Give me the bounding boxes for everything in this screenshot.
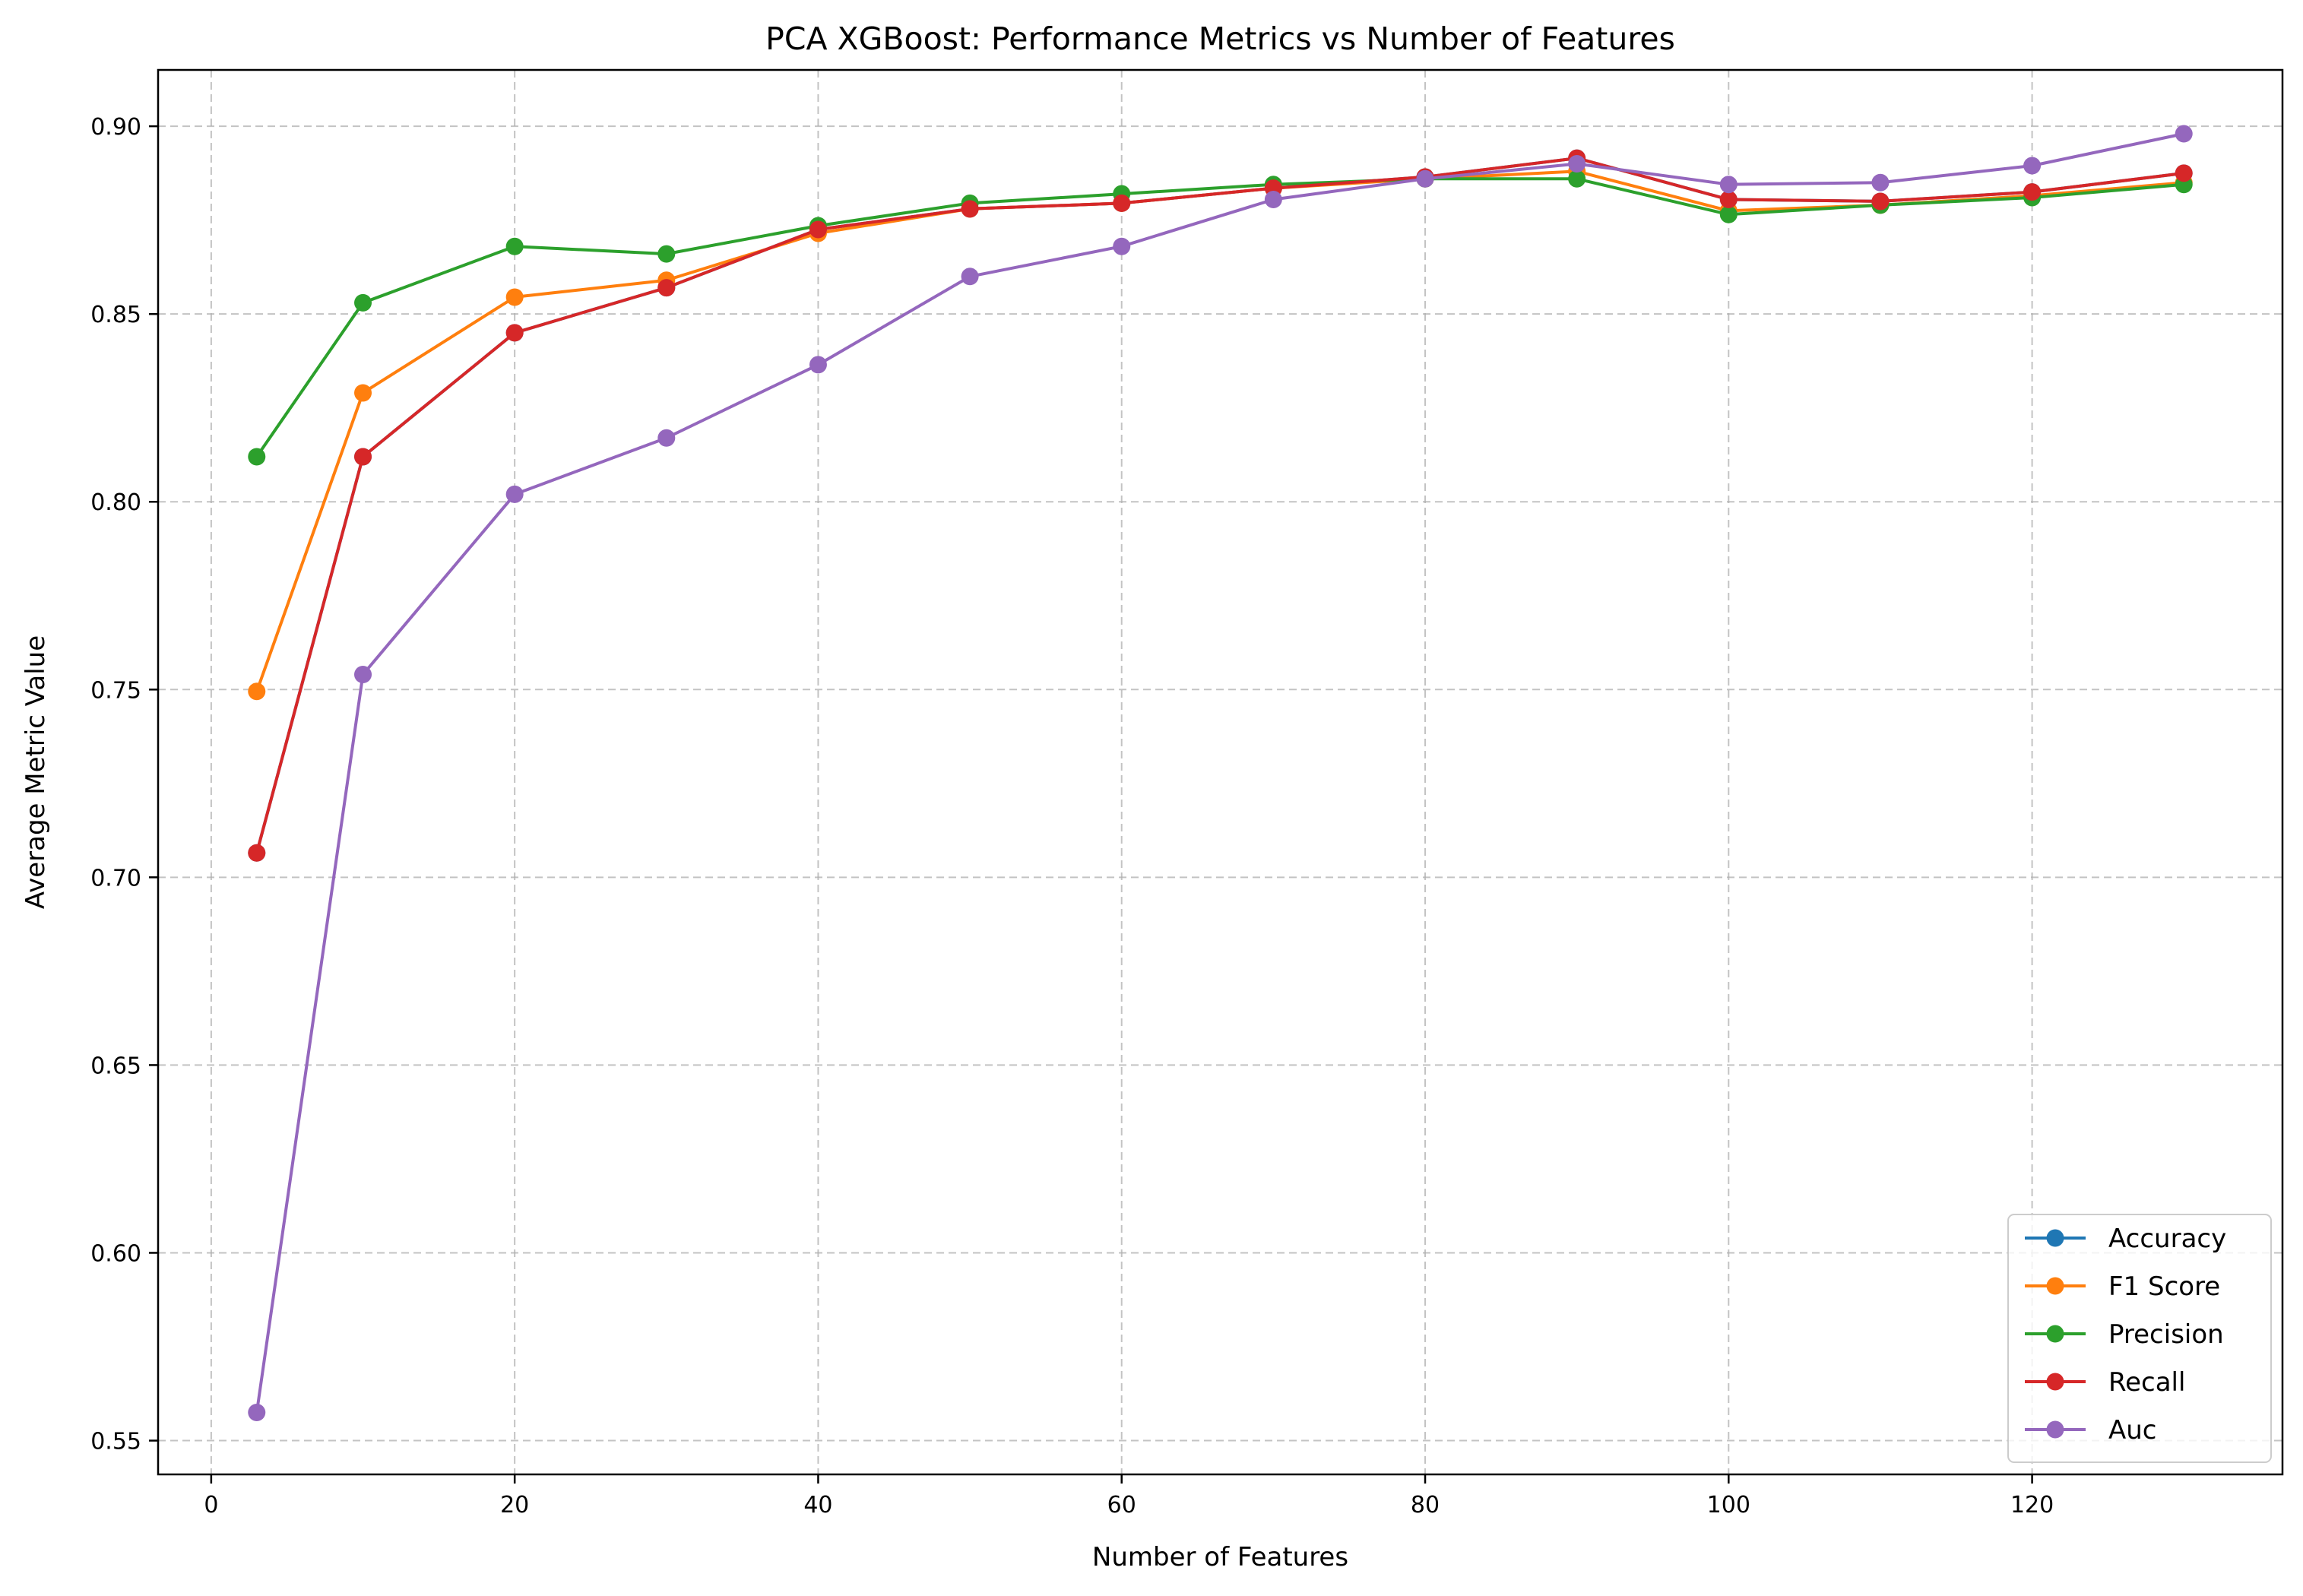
legend: Accuracy F1 Score Precision Recall Auc: [2007, 1214, 2272, 1463]
y-tick-label: 0.85: [90, 302, 141, 328]
data-point: [505, 288, 524, 306]
legend-entry: Accuracy: [2025, 1224, 2226, 1254]
y-axis-label: Average Metric Value: [21, 635, 51, 909]
data-point: [354, 666, 372, 684]
legend-marker: [2046, 1373, 2064, 1391]
data-point: [248, 448, 266, 466]
data-point: [248, 682, 266, 701]
data-point: [505, 485, 524, 503]
data-point: [1264, 190, 1282, 208]
series-line: [255, 132, 2186, 1414]
x-tick-label: 80: [1411, 1492, 1440, 1518]
legend-label: Precision: [2108, 1319, 2224, 1350]
data-point: [1719, 176, 1738, 194]
data-point: [1719, 205, 1738, 223]
x-tick-label: 40: [803, 1492, 832, 1518]
data-point: [1871, 173, 1890, 192]
data-point: [2175, 164, 2193, 182]
x-axis: 0 20 40 60 80 100 120: [204, 1474, 2054, 1518]
legend-label: Recall: [2108, 1367, 2185, 1398]
legend-label: Auc: [2108, 1415, 2157, 1446]
y-tick-label: 0.75: [90, 677, 141, 704]
series-layer: [248, 125, 2193, 1421]
legend-marker: [2046, 1277, 2064, 1295]
y-tick-label: 0.80: [90, 489, 141, 516]
x-tick-label: 20: [500, 1492, 529, 1518]
legend-entry: Precision: [2025, 1319, 2224, 1350]
x-axis-label: Number of Features: [1092, 1542, 1348, 1572]
data-point: [248, 1403, 266, 1421]
legend-marker: [2046, 1325, 2064, 1343]
legend-marker: [2046, 1229, 2064, 1247]
series-line: [255, 157, 2186, 855]
x-tick-label: 120: [2010, 1492, 2054, 1518]
data-point: [1871, 192, 1890, 211]
x-tick-label: 60: [1107, 1492, 1136, 1518]
plot-frame: [157, 68, 2284, 1476]
legend-label: Accuracy: [2108, 1224, 2226, 1254]
data-point: [354, 384, 372, 402]
data-point: [961, 200, 979, 218]
series-auc: [248, 125, 2193, 1421]
legend-entry: Auc: [2025, 1415, 2157, 1446]
y-tick-label: 0.70: [90, 865, 141, 891]
legend-box: [2007, 1214, 2272, 1463]
data-point: [1568, 155, 1586, 173]
data-point: [354, 448, 372, 466]
legend-entry: F1 Score: [2025, 1271, 2220, 1302]
data-point: [1416, 169, 1434, 188]
data-point: [248, 844, 266, 862]
data-point: [354, 293, 372, 312]
y-tick-label: 0.60: [90, 1240, 141, 1267]
data-point: [2023, 157, 2042, 175]
legend-marker: [2046, 1420, 2064, 1439]
legend-label: F1 Score: [2108, 1271, 2220, 1302]
data-point: [2023, 183, 2042, 201]
data-point: [1113, 194, 1131, 212]
y-tick-label: 0.65: [90, 1053, 141, 1079]
data-point: [1568, 169, 1586, 188]
data-point: [657, 279, 676, 297]
data-point: [809, 356, 827, 374]
data-point: [505, 324, 524, 342]
data-point: [657, 245, 676, 263]
x-tick-label: 0: [204, 1492, 218, 1518]
x-tick-label: 100: [1707, 1492, 1750, 1518]
chart-title: PCA XGBoost: Performance Metrics vs Numb…: [765, 21, 1675, 57]
y-tick-label: 0.90: [90, 114, 141, 141]
data-point: [961, 268, 979, 286]
data-point: [505, 237, 524, 255]
y-tick-label: 0.55: [90, 1429, 141, 1455]
data-point: [2175, 125, 2193, 143]
data-point: [1113, 237, 1131, 255]
series-line: [255, 177, 2186, 458]
y-axis: 0.55 0.60 0.65 0.70 0.75 0.80 0.85 0.90: [90, 114, 158, 1455]
data-point: [657, 429, 676, 447]
legend-entry: Recall: [2025, 1367, 2185, 1398]
data-point: [809, 220, 827, 239]
data-point: [1719, 190, 1738, 208]
